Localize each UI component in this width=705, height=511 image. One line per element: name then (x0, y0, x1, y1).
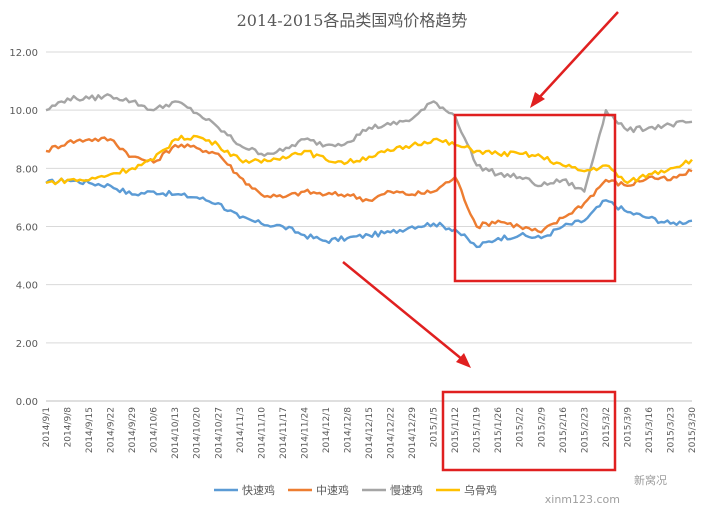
gridlines (46, 51, 692, 402)
x-tick-label: 2015/2/23 (580, 407, 590, 453)
highlight-box-lines (453, 113, 617, 283)
y-tick-label: 0.00 (16, 397, 38, 408)
x-tick-label: 2015/1/19 (473, 407, 483, 453)
chart-title: 2014-2015各品类国鸡价格趋势 (237, 11, 468, 30)
arrowhead-to-lines (530, 92, 545, 108)
x-tick-label: 2014/10/13 (171, 407, 181, 459)
legend-label: 快速鸡 (242, 483, 275, 497)
x-tick-label: 2014/10/6 (150, 407, 160, 453)
x-tick-label: 2015/3/16 (645, 407, 655, 453)
y-tick-label: 8.00 (16, 164, 38, 175)
x-tick-label: 2015/2/2 (516, 407, 526, 447)
series-line-1 (45, 177, 693, 249)
y-tick-label: 4.00 (16, 281, 38, 292)
y-axis-ticks: 0.00 2.00 4.00 6.00 8.00 10.00 12.00 (9, 48, 38, 408)
x-tick-label: 2014/12/8 (343, 407, 353, 453)
series-line-4 (45, 134, 693, 186)
x-tick-label: 2015/1/5 (430, 407, 440, 447)
x-tick-label: 2015/2/9 (537, 407, 547, 448)
x-tick-label: 2014/9/29 (128, 407, 138, 453)
x-tick-label: 2015/3/9 (623, 407, 633, 448)
x-tick-label: 2014/11/3 (236, 407, 246, 453)
y-tick-label: 2.00 (16, 339, 38, 350)
x-tick-label: 2014/9/1 (42, 407, 52, 447)
highlight-box-dates (441, 390, 617, 472)
x-tick-label: 2014/10/27 (214, 407, 224, 459)
x-tick-label: 2014/9/22 (107, 407, 117, 453)
y-tick-label: 10.00 (9, 106, 38, 117)
x-tick-label: 2014/11/24 (300, 407, 310, 459)
legend-label: 中速鸡 (316, 483, 349, 497)
series-line-3 (45, 93, 693, 193)
x-tick-label: 2014/9/8 (64, 407, 74, 448)
y-tick-label: 12.00 (9, 48, 38, 59)
x-tick-label: 2015/3/2 (602, 407, 612, 447)
x-tick-label: 2014/12/1 (322, 407, 332, 453)
watermark-brand: 新窝况 (634, 473, 667, 487)
series-line-2 (45, 136, 693, 234)
arrow-to-lines (536, 11, 619, 101)
x-tick-label: 2014/12/15 (365, 407, 375, 459)
x-tick-label: 2014/11/17 (279, 407, 289, 459)
legend-label: 慢速鸡 (390, 483, 423, 497)
arrow-to-dates (342, 261, 464, 361)
x-tick-label: 2014/12/22 (387, 407, 397, 459)
x-tick-label: 2014/9/15 (85, 407, 95, 453)
highlight-annotations (342, 11, 619, 472)
watermark-url: xinm123.com (545, 493, 620, 506)
x-tick-label: 2015/2/16 (559, 407, 569, 453)
x-tick-label: 2015/1/12 (451, 407, 461, 453)
x-tick-label: 2014/10/20 (193, 407, 203, 459)
arrowhead-to-dates (456, 353, 471, 368)
legend-label: 乌骨鸡 (464, 483, 497, 497)
x-tick-label: 2014/11/10 (257, 407, 267, 459)
y-tick-label: 6.00 (16, 223, 38, 234)
series-lines (45, 93, 693, 249)
x-axis-ticks: 2014/9/1 2014/9/8 2014/9/15 2014/9/22 2014/9… (42, 407, 698, 459)
x-tick-label: 2014/12/29 (408, 407, 418, 459)
legend: 快速鸡 中速鸡 慢速鸡 乌骨鸡 (214, 483, 497, 497)
x-tick-label: 2015/3/30 (688, 407, 698, 453)
x-tick-label: 2015/1/26 (494, 407, 504, 453)
x-tick-label: 2015/3/23 (666, 407, 676, 453)
